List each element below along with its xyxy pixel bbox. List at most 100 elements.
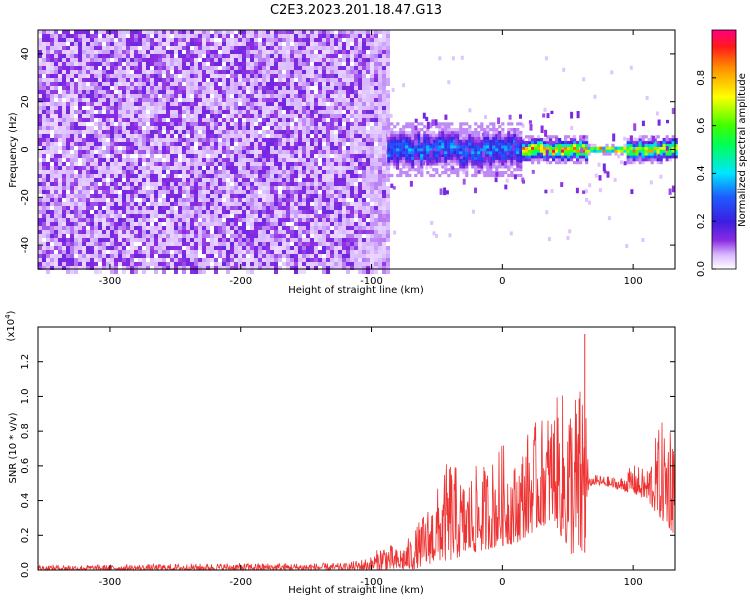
heatmap-cell <box>387 156 391 160</box>
heatmap-cell <box>182 158 186 162</box>
heatmap-cell <box>114 86 118 90</box>
heatmap-cell <box>254 214 258 218</box>
heatmap-cell <box>366 266 370 274</box>
heatmap-cell <box>142 238 146 242</box>
heatmap-cell <box>362 246 366 250</box>
heatmap-cell <box>138 266 142 270</box>
heatmap-cell <box>342 94 346 98</box>
heatmap-cell <box>186 250 190 254</box>
heatmap-cell <box>382 134 386 138</box>
heatmap-cell <box>202 58 206 62</box>
heatmap-cell <box>286 166 290 170</box>
heatmap-cell <box>262 222 266 226</box>
heatmap-cell <box>314 238 318 242</box>
heatmap-cell <box>42 170 46 174</box>
heatmap-cell <box>338 230 342 234</box>
heatmap-cell <box>362 238 366 242</box>
heatmap-cell <box>306 218 310 222</box>
heatmap-cell <box>134 150 138 154</box>
heatmap-cell <box>222 174 226 178</box>
heatmap-cell <box>138 42 142 46</box>
heatmap-cell <box>370 146 374 150</box>
heatmap-cell <box>334 254 338 258</box>
heatmap-cell <box>202 62 206 66</box>
heatmap-cell <box>194 214 198 218</box>
heatmap-cell <box>98 178 102 182</box>
heatmap-cell <box>142 106 146 110</box>
heatmap-cell <box>370 198 374 202</box>
heatmap-cell <box>50 174 54 178</box>
heatmap-cell <box>142 158 146 162</box>
heatmap-cell <box>230 134 234 138</box>
heatmap-cell <box>238 50 242 54</box>
heatmap-cell <box>58 94 62 98</box>
heatmap-cell <box>202 214 206 218</box>
heatmap-cell <box>202 258 206 262</box>
heatmap-cell <box>322 262 326 266</box>
heatmap-cell <box>298 94 302 98</box>
heatmap-cell <box>242 90 246 94</box>
heatmap-cell <box>294 62 298 66</box>
heatmap-cell <box>170 170 174 174</box>
heatmap-cell <box>234 174 238 178</box>
heatmap-cell <box>354 214 358 218</box>
heatmap-cell <box>218 218 222 222</box>
heatmap-cell <box>266 190 270 194</box>
heatmap-cell <box>174 46 178 50</box>
heatmap-cell <box>382 258 386 262</box>
heatmap-cell <box>114 190 118 194</box>
heatmap-cell <box>38 46 42 50</box>
heatmap-cell <box>174 254 178 258</box>
heatmap-cell <box>214 250 218 254</box>
heatmap-cell <box>286 162 290 166</box>
heatmap-cell <box>138 142 142 146</box>
heatmap-cell <box>294 102 298 106</box>
heatmap-cell <box>174 162 178 166</box>
heatmap-cell <box>90 214 94 218</box>
heatmap-cell <box>258 42 262 46</box>
heatmap-cell <box>396 136 400 140</box>
heatmap-cell <box>130 226 134 230</box>
heatmap-cell <box>598 188 602 193</box>
heatmap-cell <box>214 34 218 38</box>
heatmap-cell <box>370 126 374 130</box>
heatmap-cell <box>282 190 286 194</box>
heatmap-cell <box>126 38 130 42</box>
heatmap-cell <box>138 238 142 242</box>
heatmap-cell <box>38 126 42 130</box>
heatmap-cell <box>334 146 338 150</box>
heatmap-cell <box>358 158 362 162</box>
heatmap-cell <box>358 122 362 126</box>
heatmap-cell <box>274 106 278 110</box>
heatmap-cell <box>158 114 162 118</box>
heatmap-cell <box>98 50 102 54</box>
heatmap-cell <box>326 134 330 142</box>
heatmap-cell <box>330 114 334 118</box>
heatmap-cell <box>314 66 318 70</box>
heatmap-cell <box>330 82 334 86</box>
heatmap-cell <box>366 254 370 258</box>
heatmap-cell <box>568 229 572 234</box>
heatmap-cell <box>278 142 282 146</box>
heatmap-cell <box>46 186 50 190</box>
heatmap-cell <box>86 54 90 58</box>
heatmap-cell <box>354 142 358 146</box>
heatmap-cell <box>210 54 214 58</box>
heatmap-cell <box>378 266 382 270</box>
heatmap-cell <box>378 102 382 106</box>
heatmap-cell <box>342 106 346 110</box>
heatmap-cell <box>242 122 246 126</box>
heatmap-cell <box>226 266 230 274</box>
heatmap-cell <box>138 218 142 222</box>
heatmap-cell <box>378 150 382 154</box>
heatmap-cell <box>202 46 206 50</box>
heatmap-cell <box>58 266 62 270</box>
heatmap-cell <box>387 159 391 163</box>
heatmap-cell <box>182 110 186 114</box>
heatmap-cell <box>110 82 114 86</box>
heatmap-cell <box>154 250 158 254</box>
heatmap-cell <box>86 74 90 78</box>
heatmap-cell <box>50 254 54 258</box>
heatmap-cell <box>278 218 282 222</box>
heatmap-cell <box>90 166 94 170</box>
